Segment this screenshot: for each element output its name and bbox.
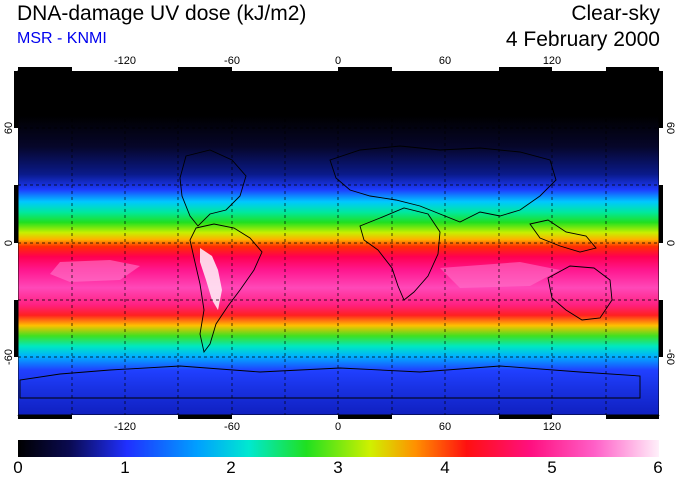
colorbar-label: 0 bbox=[13, 458, 23, 477]
uv-dose-map: -120 -60 0 60 120 -120 -60 0 60 120 60 0… bbox=[3, 55, 676, 433]
colorbar-gradient bbox=[18, 440, 659, 457]
colorbar-label: 4 bbox=[440, 458, 450, 477]
lat-ticks-right: 60 0 -60 bbox=[664, 122, 676, 365]
lon-tick-top: -120 bbox=[114, 55, 136, 67]
high-uv-patch-indian bbox=[440, 262, 560, 288]
colorbar-label: 2 bbox=[226, 458, 236, 477]
high-uv-patch-south-america bbox=[200, 248, 222, 310]
lon-tick-bottom: 0 bbox=[335, 421, 341, 433]
map-title: DNA-damage UV dose (kJ/m2) bbox=[17, 2, 307, 25]
coastlines bbox=[19, 145, 641, 399]
colorbar-label: 1 bbox=[120, 458, 130, 477]
map-frame bbox=[14, 67, 663, 419]
lon-ticks-top: -120 -60 0 60 120 bbox=[114, 55, 561, 67]
lon-tick-top: -60 bbox=[224, 55, 240, 67]
lat-ticks-left: 60 0 -60 bbox=[3, 122, 15, 365]
lon-tick-bottom: -60 bbox=[224, 421, 240, 433]
lon-tick-top: 60 bbox=[439, 55, 451, 67]
graticule bbox=[18, 71, 659, 415]
lat-tick-right: 60 bbox=[664, 122, 676, 134]
lon-tick-top: 120 bbox=[543, 55, 561, 67]
source-label: MSR - KNMI bbox=[17, 30, 107, 47]
lat-tick-left: 60 bbox=[3, 122, 15, 134]
lat-tick-left: 0 bbox=[3, 240, 15, 246]
lon-tick-bottom: 120 bbox=[543, 421, 561, 433]
colorbar-label: 5 bbox=[547, 458, 557, 477]
lon-tick-bottom: 60 bbox=[439, 421, 451, 433]
lon-tick-top: 0 bbox=[335, 55, 341, 67]
sky-condition-label: Clear-sky bbox=[571, 2, 660, 25]
lat-tick-left: -60 bbox=[3, 349, 15, 365]
high-uv-patch-pacific bbox=[50, 260, 140, 282]
lon-tick-bottom: -120 bbox=[114, 421, 136, 433]
lat-tick-right: 0 bbox=[664, 240, 676, 246]
lon-ticks-bottom: -120 -60 0 60 120 bbox=[114, 421, 561, 433]
colorbar-label: 6 bbox=[653, 458, 663, 477]
map-date: 4 February 2000 bbox=[505, 28, 660, 51]
lat-tick-right: -60 bbox=[664, 349, 676, 365]
colorbar-label: 3 bbox=[333, 458, 343, 477]
